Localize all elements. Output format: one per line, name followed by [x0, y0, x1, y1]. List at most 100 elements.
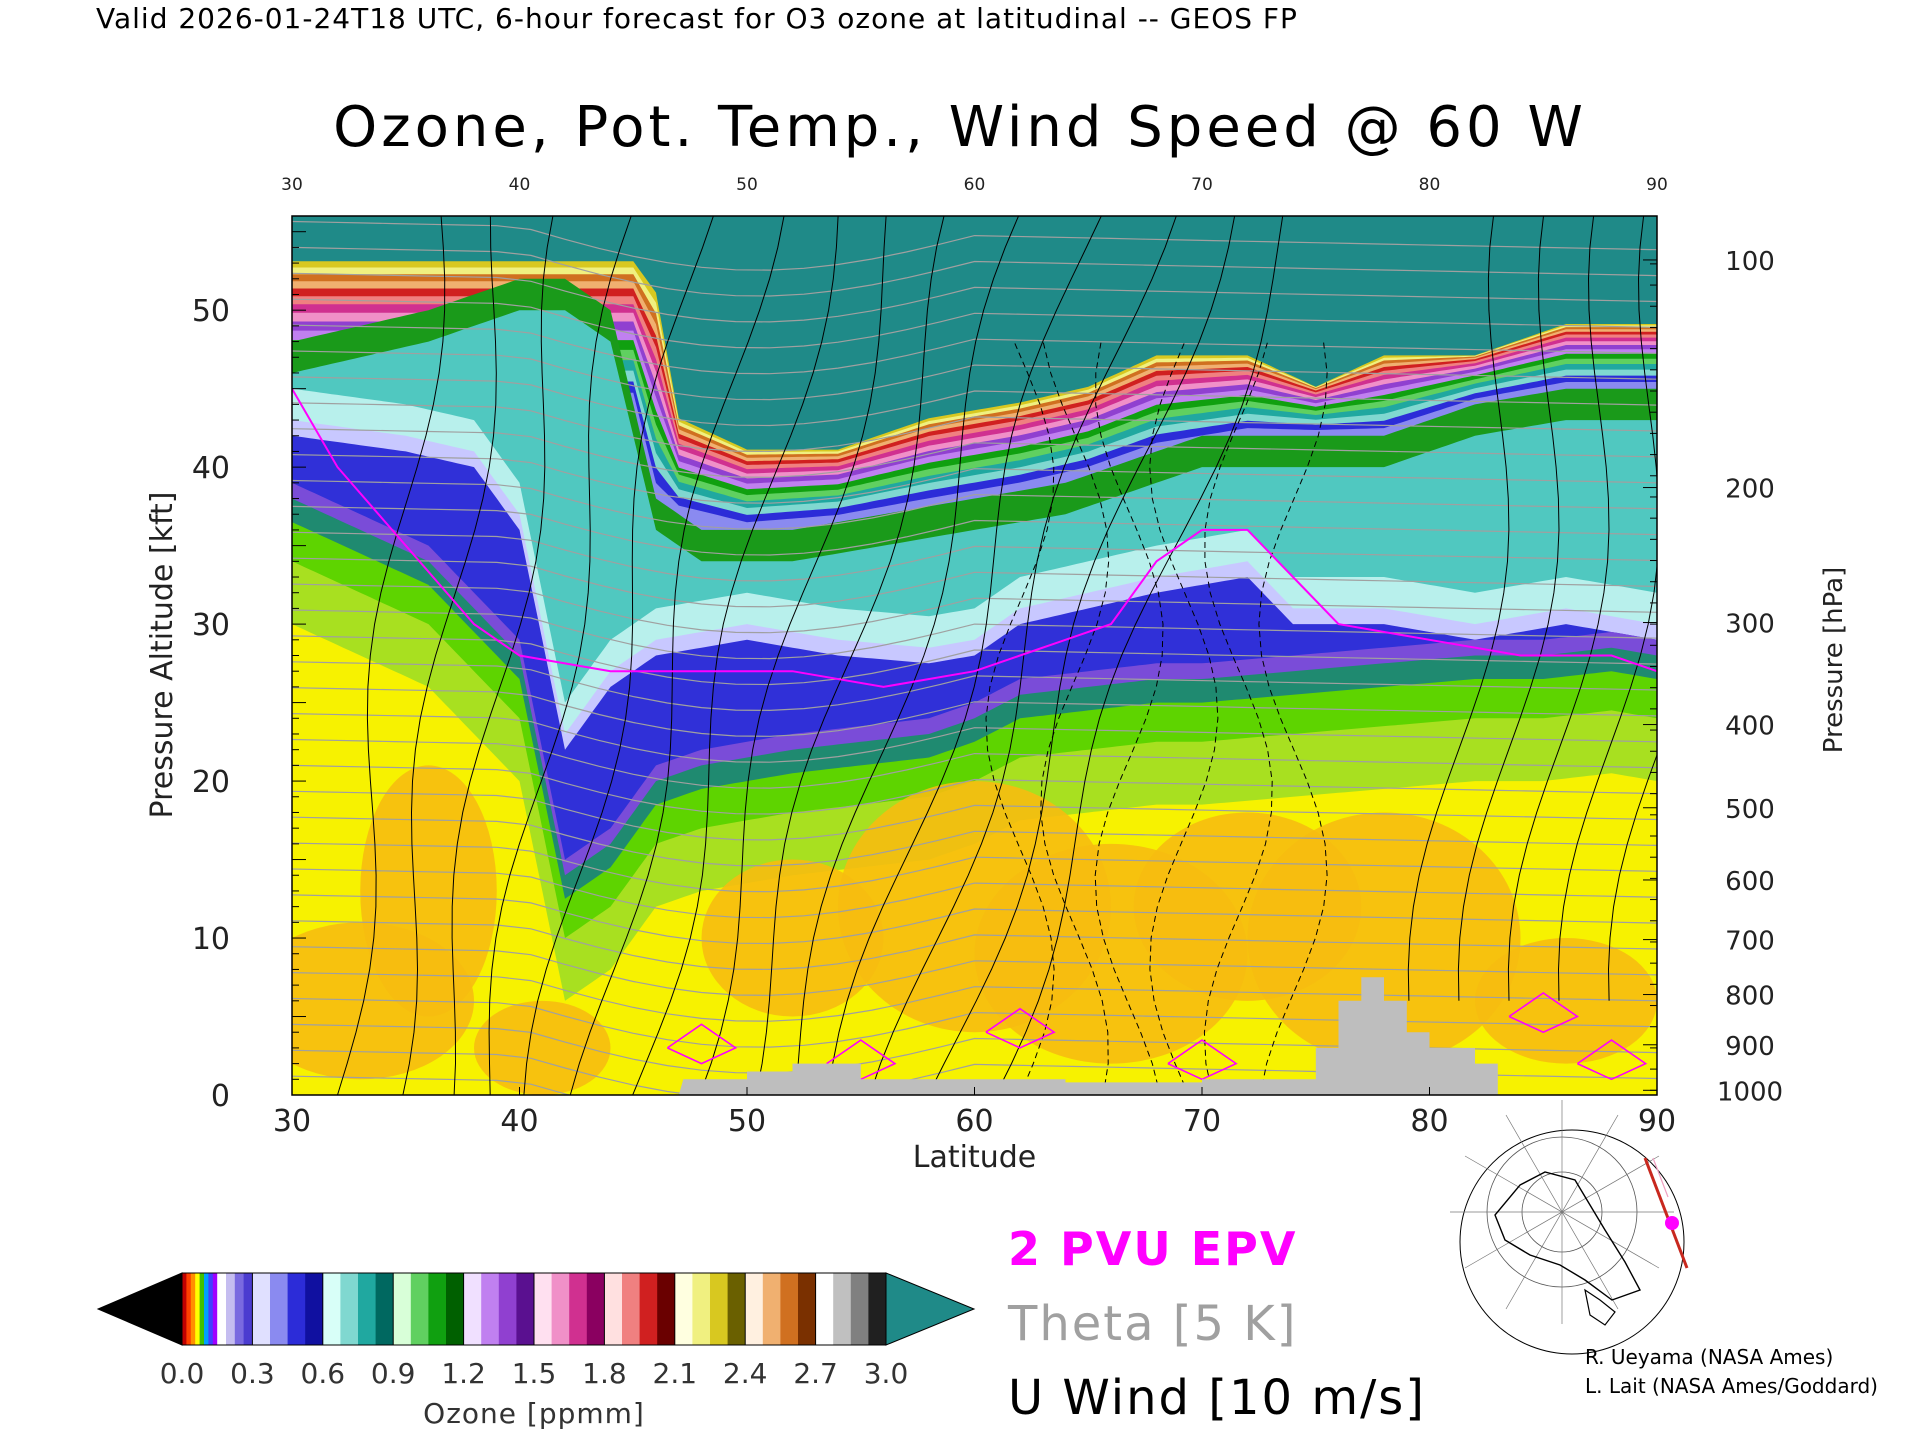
- pressure-tick-label: 600: [1725, 867, 1775, 897]
- epv-low-contour: [985, 1007, 1056, 1049]
- theta-contour: [292, 402, 1657, 453]
- colorbar-cell: [622, 1273, 641, 1345]
- uwind-contour: [1507, 216, 1610, 1001]
- pressure-tick-label: 300: [1725, 610, 1775, 640]
- theta-contour: [292, 376, 1657, 427]
- ozone-blob: [1475, 938, 1657, 1064]
- colorbar-cell: [534, 1273, 553, 1345]
- theta-contour: [292, 894, 1657, 945]
- colorbar-tick-label: 2.7: [793, 1357, 838, 1390]
- uwind-contour: [337, 216, 446, 1095]
- uwind-contour: [755, 216, 945, 1095]
- chart-title: Ozone, Pot. Temp., Wind Speed @ 60 W: [333, 95, 1587, 160]
- epv-low-contour: [1167, 1039, 1238, 1081]
- colorbar-cell: [481, 1273, 500, 1345]
- x-top-tick-label: 50: [736, 175, 758, 195]
- colorbar-under-arrow: [96, 1272, 183, 1346]
- colorbar-rainbow-cell: [186, 1273, 192, 1345]
- colorbar-cell: [226, 1273, 236, 1345]
- colorbar-cell: [850, 1273, 869, 1345]
- ozone-blob: [1247, 812, 1521, 1064]
- ozone-colorbar: 0.0 0.3 0.6 0.9 1.2 1.5 1.8 2.1 2.4 2.7 3.0 Ozone […: [96, 1272, 976, 1430]
- colorbar-cell: [639, 1273, 658, 1345]
- colorbar-cell: [745, 1273, 764, 1345]
- epv-contour: [292, 388, 1657, 1081]
- legend-uwind: U Wind [10 m/s]: [1008, 1370, 1427, 1426]
- theta-contour: [292, 790, 1657, 841]
- inset-location-marker: [1665, 1216, 1679, 1230]
- colorbar-cell: [868, 1273, 887, 1345]
- y-tick-label: 20: [192, 765, 230, 800]
- pressure-tick-label: 1000: [1717, 1077, 1783, 1107]
- colorbar-tick-label: 1.2: [441, 1357, 486, 1390]
- colorbar-tick-label: 0.6: [301, 1357, 346, 1390]
- colorbar-tick-label: 3.0: [864, 1357, 909, 1390]
- colorbar-label: Ozone [ppmm]: [423, 1397, 645, 1430]
- colorbar-cell: [358, 1273, 377, 1345]
- uwind-contour: [569, 216, 785, 1095]
- uwind-contour-negative: [1203, 341, 1273, 1095]
- colorbar-cell: [604, 1273, 623, 1345]
- theta-contour: [292, 272, 1657, 323]
- uwind-contour-negative: [985, 341, 1055, 1095]
- epv-low-contour: [666, 1023, 738, 1065]
- epv-2pvu-line: [292, 388, 1657, 688]
- x-top-tick-label: 80: [1419, 175, 1441, 195]
- inset-coastline: [1584, 1288, 1616, 1326]
- credit-line-2: L. Lait (NASA Ames/Goddard): [1585, 1374, 1878, 1398]
- colorbar-cell: [551, 1273, 570, 1345]
- x-tick-label: 90: [1638, 1104, 1676, 1139]
- uwind-contour: [1457, 216, 1560, 1001]
- colorbar-cell: [463, 1273, 482, 1345]
- theta-contour: [292, 661, 1657, 712]
- colorbar-tick-label: 2.4: [723, 1357, 768, 1390]
- terrain: [678, 977, 1498, 1095]
- colorbar-cell: [762, 1273, 781, 1345]
- colorbar-cell: [243, 1273, 253, 1345]
- colorbar-tick-label: 0.0: [160, 1357, 205, 1390]
- ozone-blob: [701, 859, 884, 1017]
- uwind-contour: [1607, 753, 1657, 1001]
- y-axis-label: Pressure Altitude [kft]: [145, 492, 180, 819]
- legend-epv: 2 PVU EPV: [1008, 1222, 1298, 1276]
- colorbar-tick-label: 2.1: [653, 1357, 698, 1390]
- colorbar-cell: [674, 1273, 693, 1345]
- uwind-contour: [402, 216, 497, 1095]
- colorbar-cell: [446, 1273, 465, 1345]
- ozone-blob: [360, 765, 497, 1017]
- theta-contour: [292, 946, 1657, 996]
- inset-globe-outline: [1459, 1129, 1685, 1355]
- theta-contour: [292, 428, 1657, 478]
- uwind-contour: [1557, 216, 1657, 1001]
- uwind-contour: [632, 216, 839, 1095]
- uwind-contour-negative: [1094, 341, 1164, 1095]
- uwind-contour: [488, 216, 632, 1095]
- colorbar-rainbow-cell: [212, 1273, 218, 1345]
- colorbar-cell: [692, 1273, 711, 1345]
- x-tick-label: 60: [955, 1104, 993, 1139]
- x-top-tick-label: 90: [1646, 175, 1668, 195]
- theta-contour: [292, 583, 1657, 634]
- inset-meridian: [1464, 1155, 1660, 1269]
- theta-contour: [292, 816, 1657, 867]
- credit-line-1: R. Ueyama (NASA Ames): [1585, 1345, 1834, 1369]
- uwind-contour-negative: [1040, 341, 1110, 1095]
- uwind-contour-negative: [1149, 341, 1219, 1095]
- theta-contour: [292, 350, 1657, 401]
- colorbar-cell: [586, 1273, 605, 1345]
- uwind-contour: [523, 216, 714, 1095]
- colorbar-cell: [322, 1273, 341, 1345]
- colorbar-cell: [234, 1273, 245, 1345]
- colorbar-rainbow-cell: [199, 1273, 205, 1345]
- y2-axis-label: Pressure [hPa]: [1819, 567, 1849, 754]
- colorbar-cell: [287, 1273, 306, 1345]
- uwind-contour: [995, 216, 1284, 1095]
- colorbar-cell: [498, 1273, 517, 1345]
- colorbar-cell: [428, 1273, 447, 1345]
- x-tick-label: 40: [500, 1104, 538, 1139]
- colorbar-over-arrow: [885, 1272, 976, 1346]
- locator-map-inset: [1450, 1100, 1689, 1355]
- colorbar-rainbow-cell: [190, 1273, 196, 1345]
- theta-contour: [292, 531, 1657, 582]
